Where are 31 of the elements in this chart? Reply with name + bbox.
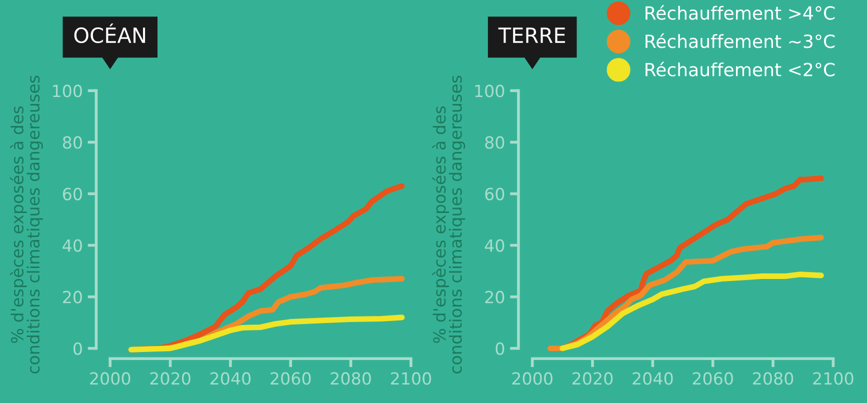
x-tick-label: 2060 — [692, 372, 733, 385]
x-tick-label: 2060 — [270, 372, 311, 385]
legend-label: Réchauffement <2°C — [646, 62, 835, 76]
y-tick-label: 100 — [53, 84, 82, 98]
x-tick-label: 2040 — [210, 372, 251, 385]
legend-label: Réchauffement ~3°C — [646, 33, 835, 48]
y-tick-label: 40 — [484, 239, 504, 252]
x-tick-label: 2080 — [330, 372, 371, 385]
y-tick-label: 40 — [62, 239, 82, 252]
chart-title: OCÉAN — [74, 24, 146, 44]
x-tick-label: 2000 — [512, 372, 552, 385]
y-axis-title: % d'espèces exposées à des conditions climatiques dangereuses — [10, 76, 43, 374]
y-tick-label: 0 — [74, 342, 82, 355]
x-tick-label: 2000 — [90, 372, 130, 385]
y-axis-title: % d'espèces exposées à des conditions climatiques dangereuses — [432, 76, 466, 374]
y-tick-label: 20 — [63, 290, 82, 304]
x-tick-label: 2020 — [572, 372, 613, 385]
x-tick-label: 2100 — [813, 372, 854, 385]
y-tick-label: 80 — [485, 136, 504, 149]
y-tick-label: 100 — [475, 84, 504, 98]
x-tick-label: 2040 — [632, 372, 673, 385]
x-tick-label: 2080 — [753, 372, 794, 385]
y-tick-label: 60 — [485, 188, 504, 200]
x-tick-label: 2020 — [150, 372, 190, 385]
y-tick-label: 80 — [62, 136, 82, 149]
y-tick-label: 60 — [62, 188, 82, 200]
chart-title: TERRE — [498, 28, 566, 43]
x-tick-label: 2100 — [390, 372, 432, 385]
y-tick-label: 0 — [496, 342, 504, 355]
y-tick-label: 20 — [485, 290, 504, 304]
legend-label: Réchauffement >4°C — [646, 5, 835, 20]
